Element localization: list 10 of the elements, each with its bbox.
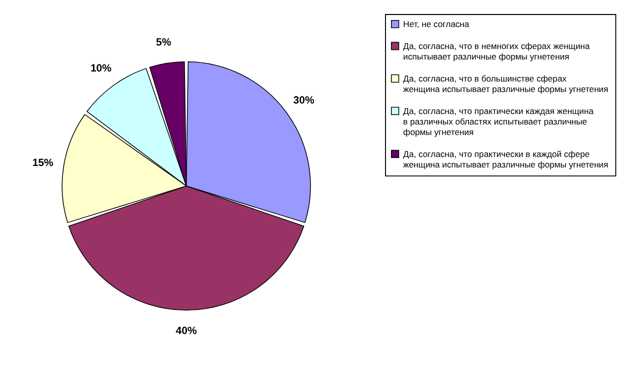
legend-label: Нет, не согласна	[403, 18, 470, 29]
legend-label: Да, согласна, что практически в каждой сфере женщина испытывает различные формы угнетения	[403, 148, 609, 170]
data-label: 15%	[32, 157, 54, 170]
legend-label: Да, согласна, что в немногих сферах женщина испытывает различные формы угнетения	[403, 40, 590, 62]
data-label: 30%	[293, 94, 315, 106]
legend-label: Да, согласна, что в большинстве сферах женщина испытывает различные формы угнетения	[403, 73, 609, 94]
data-label: 40%	[176, 325, 198, 338]
data-label: 5%	[156, 36, 172, 48]
legend-label: Да, согласна, что практически каждая женщина в различных областях испытывает различные формы угнетения	[403, 106, 594, 137]
data-label: 10%	[90, 62, 112, 74]
